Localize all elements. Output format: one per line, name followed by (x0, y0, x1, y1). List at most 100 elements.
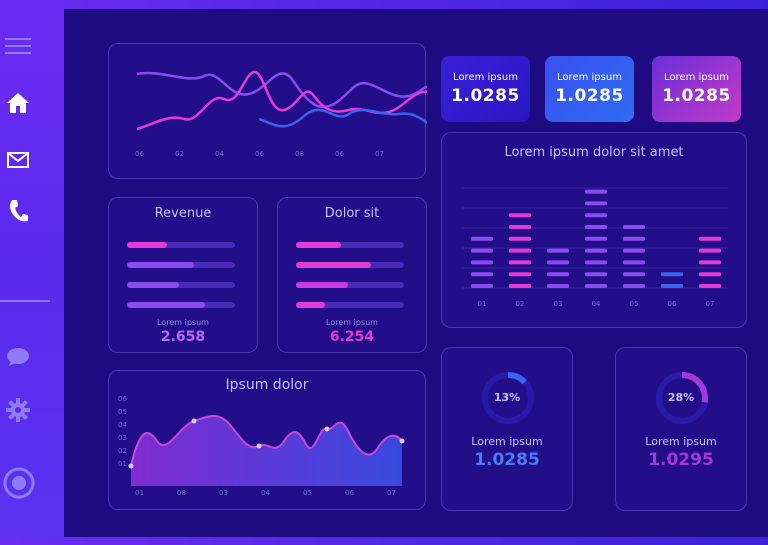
bar-segment (699, 236, 721, 241)
gear-icon[interactable] (4, 396, 32, 424)
bar-segment (471, 236, 493, 241)
area-y-label: 05 (118, 408, 127, 416)
top-bar (0, 0, 768, 9)
area-x-label: 04 (261, 489, 270, 497)
bar-segment (585, 201, 607, 206)
bar-segment (623, 284, 645, 288)
donut-label: Lorem ipsum (645, 435, 717, 448)
phone-icon[interactable] (4, 197, 32, 225)
revenue-bar-track (127, 282, 235, 288)
dolor-bar-track (296, 242, 404, 248)
bar-segment (585, 189, 607, 194)
line-chart-panel: 06 02 04 06 08 06 07 (108, 43, 427, 179)
bar-chart-x-label: 01 (478, 300, 487, 308)
donut-chart-2 (656, 372, 708, 424)
stat-card-label: Lorem ipsum (664, 72, 729, 83)
bar-segment (699, 260, 721, 265)
area-point (256, 443, 262, 449)
stat-card-label: Lorem ipsum (557, 72, 622, 83)
dolor-panel: Dolor sit Lorem ipsum 6.254 (277, 197, 427, 353)
revenue-bar-fill (127, 282, 179, 288)
line-series-pink (136, 70, 427, 131)
revenue-panel: Revenue Lorem ipsum 2.658 (108, 197, 258, 353)
line-x-label: 04 (215, 150, 224, 158)
area-x-label: 01 (135, 489, 144, 497)
line-series-blue (258, 108, 427, 128)
area-point (191, 418, 197, 424)
bar-chart: 01 02 03 04 05 06 07 (462, 187, 728, 308)
sidebar (0, 0, 64, 545)
bar-chart-x-label: 06 (668, 300, 677, 308)
donut-percent: 13% (493, 391, 521, 404)
revenue-bar-track (127, 262, 235, 268)
revenue-bar-fill (127, 262, 194, 268)
area-fill (131, 416, 402, 486)
stat-card-3[interactable]: Lorem ipsum 1.0285 (652, 56, 741, 122)
bar-segment (471, 260, 493, 265)
line-x-label: 06 (255, 150, 264, 158)
bar-chart-x-label: 05 (630, 300, 639, 308)
bar-segment (547, 248, 569, 253)
revenue-bar-track (127, 242, 235, 248)
donut-label: Lorem ipsum (471, 435, 543, 448)
stat-card-value: 1.0285 (662, 86, 731, 106)
area-x-label: 06 (345, 489, 354, 497)
bar-segment (585, 213, 607, 218)
stat-card-value: 1.0285 (555, 86, 624, 106)
line-x-label: 08 (295, 150, 304, 158)
chat-icon[interactable] (4, 343, 32, 371)
area-x-label: 03 (219, 489, 228, 497)
line-x-label: 06 (335, 150, 344, 158)
bottom-bar (0, 537, 768, 545)
area-y-label: 04 (118, 421, 127, 429)
revenue-label: Lorem ipsum (157, 318, 209, 327)
stat-card-2[interactable]: Lorem ipsum 1.0285 (545, 56, 634, 122)
bar-segment (509, 225, 531, 229)
bar-segment (585, 260, 607, 265)
bar-segment (623, 260, 645, 265)
bar-chart-x-label: 02 (516, 300, 525, 308)
sidebar-divider (0, 300, 50, 302)
line-series-violet (136, 71, 427, 109)
bar-segment (699, 248, 721, 253)
bar-segment (509, 236, 531, 241)
area-y-label: 03 (118, 434, 127, 442)
dolor-bar-track (296, 302, 404, 308)
donut-panel-1: 13% Lorem ipsum 1.0285 (441, 347, 573, 511)
menu-icon[interactable] (4, 32, 32, 60)
revenue-value: 2.658 (160, 329, 206, 345)
stat-card-value: 1.0285 (451, 86, 520, 106)
bar-segment (661, 272, 683, 277)
line-x-label: 06 (135, 150, 144, 158)
stat-card-label: Lorem ipsum (453, 72, 518, 83)
bar-segment (585, 284, 607, 288)
home-icon[interactable] (4, 89, 32, 117)
line-x-label: 07 (375, 150, 384, 158)
donut-value: 1.0285 (474, 450, 540, 470)
donut-arc-2 (656, 372, 708, 424)
dolor-bar-fill (296, 262, 371, 268)
dolor-bar-track (296, 262, 404, 268)
bar-segment (699, 284, 721, 288)
bar-segment (471, 272, 493, 277)
dolor-bar-fill (296, 282, 348, 288)
area-chart-title: Ipsum dolor (225, 377, 309, 393)
donut-arc-1 (482, 372, 534, 424)
area-y-label: 01 (118, 460, 127, 468)
stat-card-1[interactable]: Lorem ipsum 1.0285 (441, 56, 530, 122)
area-point (128, 463, 134, 469)
revenue-bar-fill (127, 302, 205, 308)
revenue-bar-track (127, 302, 235, 308)
dolor-bar-fill (296, 302, 326, 308)
area-x-label: 08 (177, 489, 186, 497)
bar-03 (547, 248, 569, 288)
bar-segment (509, 272, 531, 277)
bar-01 (471, 236, 493, 288)
bar-segment (699, 272, 721, 277)
bar-segment (471, 248, 493, 253)
target-icon[interactable] (2, 466, 36, 500)
bar-segment (547, 260, 569, 265)
dolor-value: 6.254 (329, 329, 375, 345)
mail-icon[interactable] (4, 146, 32, 174)
dolor-bar-track (296, 282, 404, 288)
